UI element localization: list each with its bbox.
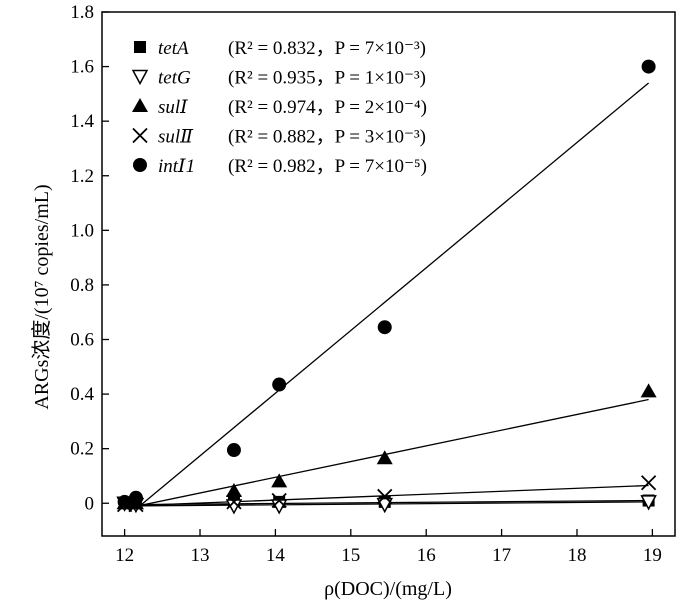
x-tick-label: 16: [417, 545, 436, 566]
data-points: [116, 59, 657, 515]
data-point-triangle-up: [271, 473, 288, 488]
data-point-circle: [117, 494, 132, 509]
data-point-triangle-down-open: [640, 495, 657, 511]
legend-stats: (R² = 0.832，P = 7×10⁻³): [228, 38, 426, 59]
x-tick-label: 17: [492, 545, 511, 566]
data-point-cross: [226, 494, 242, 510]
x-axis: 12 13 14 15 16 17 18 19: [115, 529, 662, 566]
legend-label: tetG: [158, 68, 191, 89]
legend-label: sulⅡ: [158, 127, 194, 148]
legend-stats: (R² = 0.882，P = 3×10⁻³): [228, 127, 426, 148]
data-point-cross: [377, 488, 393, 505]
data-point-triangle-up: [376, 450, 393, 465]
y-tick-label: 1.8: [70, 2, 94, 23]
y-tick-label: 1.6: [70, 57, 94, 78]
legend-marker-circle: [133, 158, 147, 172]
y-tick-label: 0.4: [70, 384, 94, 405]
y-tick-label: 1.2: [70, 166, 94, 187]
data-point-triangle-up: [225, 482, 242, 497]
y-tick-label: 1.4: [70, 111, 94, 132]
data-point-circle: [377, 320, 392, 335]
legend-label: tetA: [158, 38, 189, 59]
x-axis-title: ρ(DOC)/(mg/L): [324, 578, 452, 600]
y-axis: 0 0.2 0.4 0.6 0.8 1.0 1.2 1.4 1.6 1.8: [70, 2, 109, 514]
plot-frame: [101, 11, 676, 537]
data-point-circle: [128, 490, 143, 505]
legend-stats: (R² = 0.982，P = 7×10⁻⁵): [228, 156, 427, 177]
fit-line-circle: [139, 82, 650, 507]
y-axis-title: ARGs浓度/(10⁷ copies/mL): [30, 184, 53, 409]
legend-marker-cross: [132, 127, 148, 144]
data-point-circle: [226, 443, 241, 458]
legend-marker-square: [134, 41, 146, 53]
plot-area: [101, 11, 676, 537]
data-point-cross: [271, 492, 287, 509]
data-point-triangle-down-open: [376, 497, 393, 514]
y-tick-label: 1.0: [70, 220, 94, 241]
legend-stats: (R² = 0.974，P = 2×10⁻⁴): [228, 97, 427, 118]
y-tick-label: 0.2: [70, 439, 94, 460]
x-tick-label: 19: [643, 545, 662, 566]
legend-label: sulⅠ: [158, 97, 188, 118]
data-point-circle: [641, 59, 656, 74]
data-point-circle: [272, 377, 287, 392]
legend: tetA (R² = 0.832，P = 7×10⁻³) tetG (R² = 0.9…: [131, 38, 427, 177]
x-tick-label: 18: [567, 545, 586, 566]
x-tick-label: 15: [341, 545, 360, 566]
x-tick-label: 14: [266, 545, 286, 566]
legend-marker-triangle-up: [132, 98, 148, 112]
x-tick-label: 12: [115, 545, 134, 566]
legend-marker-triangle-down-open: [131, 69, 149, 86]
data-point-triangle-up: [640, 383, 657, 398]
y-tick-label: 0.6: [70, 330, 94, 351]
y-tick-label: 0.8: [70, 275, 94, 296]
y-tick-label: 0: [85, 493, 95, 514]
x-tick-label: 13: [191, 545, 210, 566]
legend-stats: (R² = 0.935，P = 1×10⁻³): [228, 68, 426, 89]
data-point-cross: [640, 475, 657, 491]
legend-label: intⅠ1: [158, 156, 195, 177]
